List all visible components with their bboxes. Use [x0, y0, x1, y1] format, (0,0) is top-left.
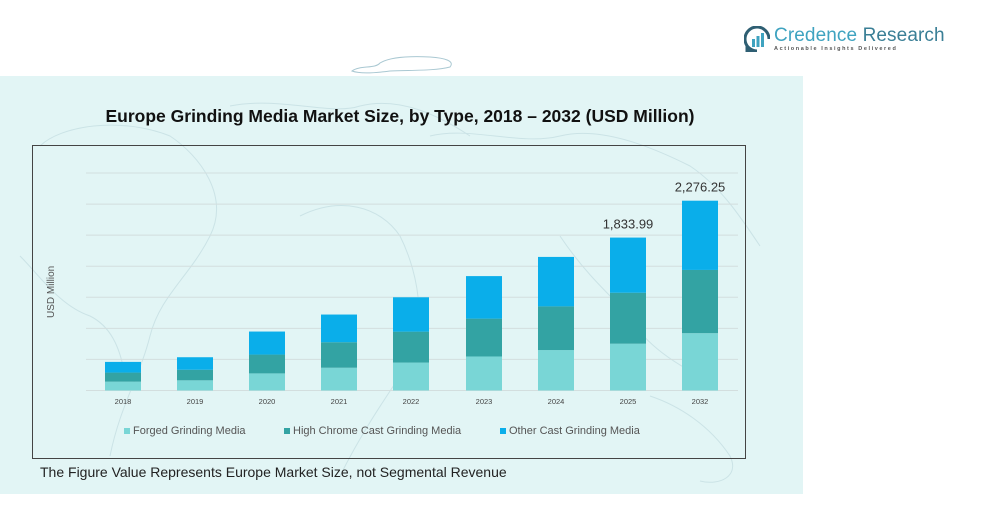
bar-segment-forged-2025 [610, 343, 646, 391]
bar-segment-high-chrome-2024 [538, 306, 574, 351]
bar-segment-forged-2021 [321, 367, 357, 391]
logo-name-credence: Credence [774, 24, 858, 46]
legend-label: Forged Grinding Media [133, 425, 246, 437]
bar-stack-2024 [538, 256, 574, 391]
legend-label: High Chrome Cast Grinding Media [293, 425, 462, 437]
x-tick-label: 2021 [331, 397, 348, 406]
bar-segment-forged-2018 [105, 381, 141, 391]
decorative-map-island [350, 56, 452, 74]
bar-segment-forged-2023 [466, 356, 502, 391]
bar-segment-high-chrome-2022 [393, 331, 429, 363]
bar-segment-high-chrome-2019 [177, 369, 213, 381]
bar-segment-other-cast-2023 [466, 276, 502, 319]
bar-segment-high-chrome-2032 [682, 269, 718, 334]
bar-segment-forged-2019 [177, 380, 213, 391]
bar-segment-high-chrome-2023 [466, 318, 502, 357]
bar-segment-high-chrome-2025 [610, 292, 646, 344]
bar-chart-logo-icon [744, 26, 770, 52]
bar-segment-other-cast-2019 [177, 357, 213, 370]
bar-segment-other-cast-2020 [249, 331, 285, 355]
bar-stack-2025 [610, 237, 646, 391]
x-tick-label: 2032 [692, 397, 709, 406]
legend-swatch [124, 428, 130, 434]
x-tick-label: 2019 [187, 397, 204, 406]
data-labels: 1,833.99 2,276.25 [603, 180, 726, 232]
bar-segment-forged-2022 [393, 362, 429, 391]
bar-segment-other-cast-2024 [538, 256, 574, 307]
legend-swatch [500, 428, 506, 434]
bar-segment-high-chrome-2018 [105, 372, 141, 382]
legend-item-forged: Forged Grinding Media [124, 425, 246, 437]
bar-stack-2032 [682, 200, 718, 391]
x-tick-label: 2025 [620, 397, 637, 406]
x-tick-label: 2023 [476, 397, 493, 406]
x-tick-label: 2022 [403, 397, 420, 406]
logo-name-research: Research [857, 24, 945, 46]
x-tick-labels: 2018 2019 2020 2021 2022 2023 2024 2025 2032 [115, 397, 709, 406]
bar-segment-other-cast-2032 [682, 200, 718, 270]
bar-stack-2018 [105, 361, 141, 391]
x-tick-label: 2018 [115, 397, 132, 406]
bar-stack-2019 [177, 357, 213, 391]
bar-segment-other-cast-2022 [393, 297, 429, 332]
legend-label: Other Cast Grinding Media [509, 425, 640, 437]
x-tick-label: 2024 [548, 397, 565, 406]
bars [105, 200, 718, 391]
legend-swatch [284, 428, 290, 434]
bar-stack-2021 [321, 314, 357, 391]
chart-title: Europe Grinding Media Market Size, by Ty… [105, 106, 695, 126]
bar-stack-2022 [393, 297, 429, 391]
bar-segment-forged-2020 [249, 373, 285, 391]
footnote: The Figure Value Represents Europe Marke… [40, 464, 507, 480]
bar-segment-other-cast-2021 [321, 314, 357, 343]
bar-segment-high-chrome-2020 [249, 354, 285, 374]
logo-name: Credence Research [774, 26, 945, 45]
data-label-2025: 1,833.99 [603, 217, 654, 232]
bar-segment-forged-2032 [682, 333, 718, 391]
bar-segment-high-chrome-2021 [321, 342, 357, 368]
chart-frame [32, 145, 746, 459]
logo-tagline: Actionable Insights Delivered [774, 45, 898, 52]
bar-stack-2023 [466, 276, 502, 391]
legend-item-high-chrome: High Chrome Cast Grinding Media [284, 425, 461, 437]
bar-segment-other-cast-2018 [105, 361, 141, 373]
x-tick-label: 2020 [259, 397, 276, 406]
bar-segment-other-cast-2025 [610, 237, 646, 293]
data-label-2032: 2,276.25 [675, 180, 726, 195]
bar-stack-2020 [249, 331, 285, 391]
credence-research-logo: Credence Research Actionable Insights De… [744, 24, 945, 54]
legend-item-other-cast: Other Cast Grinding Media [500, 425, 640, 437]
bar-segment-forged-2024 [538, 350, 574, 391]
